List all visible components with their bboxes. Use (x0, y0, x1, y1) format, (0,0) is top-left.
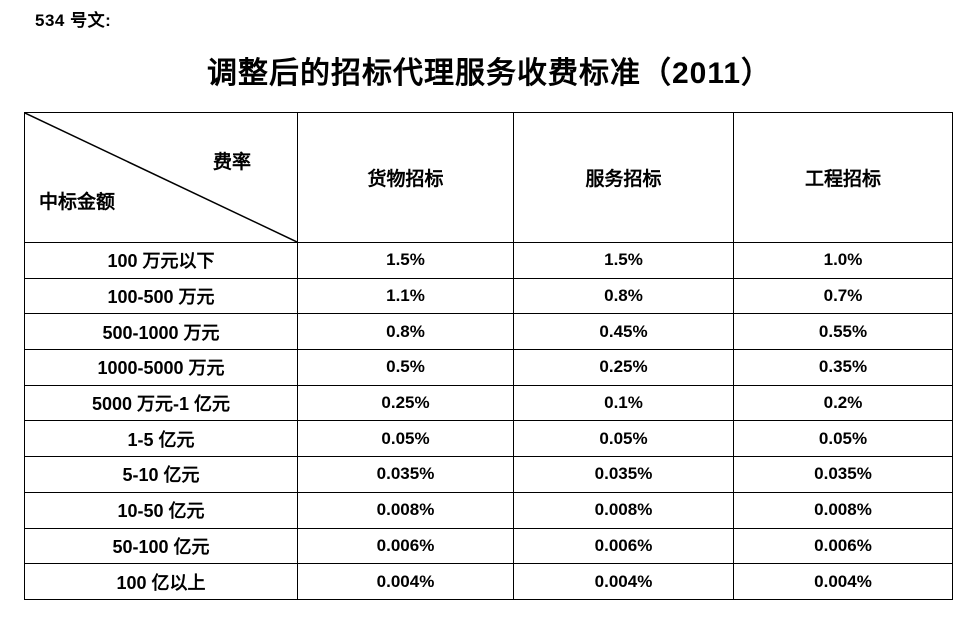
table-row: 1-5 亿元 0.05% 0.05% 0.05% (24, 420, 953, 458)
amount-cell: 500-1000 万元 (24, 313, 298, 351)
rate-cell-engineering: 0.35% (733, 349, 953, 386)
page-title: 调整后的招标代理服务收费标准（2011） (206, 57, 773, 90)
rate-cell-service: 0.8% (513, 277, 734, 315)
rate-cell-service: 0.1% (513, 384, 734, 422)
fee-rate-table: 费率 中标金额 货物招标 服务招标 工程招标 100 万元以下 1.5% 1.5… (24, 112, 953, 600)
rate-cell-engineering: 0.035% (733, 456, 953, 493)
amount-cell: 100 万元以下 (24, 242, 298, 279)
rate-cell-goods: 0.004% (297, 563, 514, 600)
rate-cell-engineering: 0.7% (733, 277, 953, 315)
corner-label-amount: 中标金额 (39, 192, 116, 213)
rate-cell-engineering: 0.006% (733, 527, 953, 565)
rate-cell-service: 0.006% (513, 527, 734, 565)
rate-cell-engineering: 0.05% (733, 420, 953, 458)
amount-cell: 100-500 万元 (24, 277, 298, 315)
rate-cell-goods: 0.008% (297, 491, 514, 529)
rate-cell-service: 0.004% (513, 563, 734, 600)
rate-cell-goods: 1.5% (297, 242, 514, 279)
amount-cell: 50-100 亿元 (24, 527, 298, 565)
table-row: 10-50 亿元 0.008% 0.008% 0.008% (24, 491, 953, 529)
rate-cell-engineering: 1.0% (733, 242, 953, 279)
rate-cell-service: 0.05% (513, 420, 734, 458)
rate-cell-goods: 0.035% (297, 456, 514, 493)
rate-cell-service: 0.035% (513, 456, 734, 493)
rate-cell-engineering: 0.004% (733, 563, 953, 600)
amount-cell: 1000-5000 万元 (24, 349, 298, 386)
amount-cell: 1-5 亿元 (24, 420, 298, 458)
rate-cell-engineering: 0.008% (733, 491, 953, 529)
table-row: 50-100 亿元 0.006% 0.006% 0.006% (24, 527, 953, 565)
header-row: 费率 中标金额 货物招标 服务招标 工程招标 (24, 112, 953, 243)
table-row: 100 亿以上 0.004% 0.004% 0.004% (24, 563, 953, 600)
diagonal-divider-line (25, 113, 297, 242)
amount-cell: 10-50 亿元 (24, 491, 298, 529)
rate-cell-engineering: 0.55% (733, 313, 953, 351)
rate-cell-service: 0.25% (513, 349, 734, 386)
rate-cell-service: 0.008% (513, 491, 734, 529)
column-header-service: 服务招标 (513, 112, 734, 243)
amount-cell: 5000 万元-1 亿元 (24, 384, 298, 422)
rate-cell-goods: 1.1% (297, 277, 514, 315)
rate-cell-goods: 0.25% (297, 384, 514, 422)
table-row: 5000 万元-1 亿元 0.25% 0.1% 0.2% (24, 384, 953, 422)
rate-cell-goods: 0.5% (297, 349, 514, 386)
table-row: 100-500 万元 1.1% 0.8% 0.7% (24, 277, 953, 315)
table-row: 500-1000 万元 0.8% 0.45% 0.55% (24, 313, 953, 351)
column-header-goods: 货物招标 (297, 112, 514, 243)
corner-header-cell: 费率 中标金额 (24, 112, 298, 243)
doc-number-label: 534 号文: (35, 11, 112, 30)
table-row: 100 万元以下 1.5% 1.5% 1.0% (24, 242, 953, 279)
rate-cell-goods: 0.006% (297, 527, 514, 565)
amount-cell: 100 亿以上 (24, 563, 298, 600)
table-row: 5-10 亿元 0.035% 0.035% 0.035% (24, 456, 953, 493)
rate-cell-goods: 0.05% (297, 420, 514, 458)
table-row: 1000-5000 万元 0.5% 0.25% 0.35% (24, 349, 953, 386)
rate-cell-goods: 0.8% (297, 313, 514, 351)
rate-cell-service: 1.5% (513, 242, 734, 279)
column-header-engineering: 工程招标 (733, 112, 953, 243)
rate-cell-engineering: 0.2% (733, 384, 953, 422)
rate-cell-service: 0.45% (513, 313, 734, 351)
corner-label-rate: 费率 (212, 152, 251, 173)
amount-cell: 5-10 亿元 (24, 456, 298, 493)
